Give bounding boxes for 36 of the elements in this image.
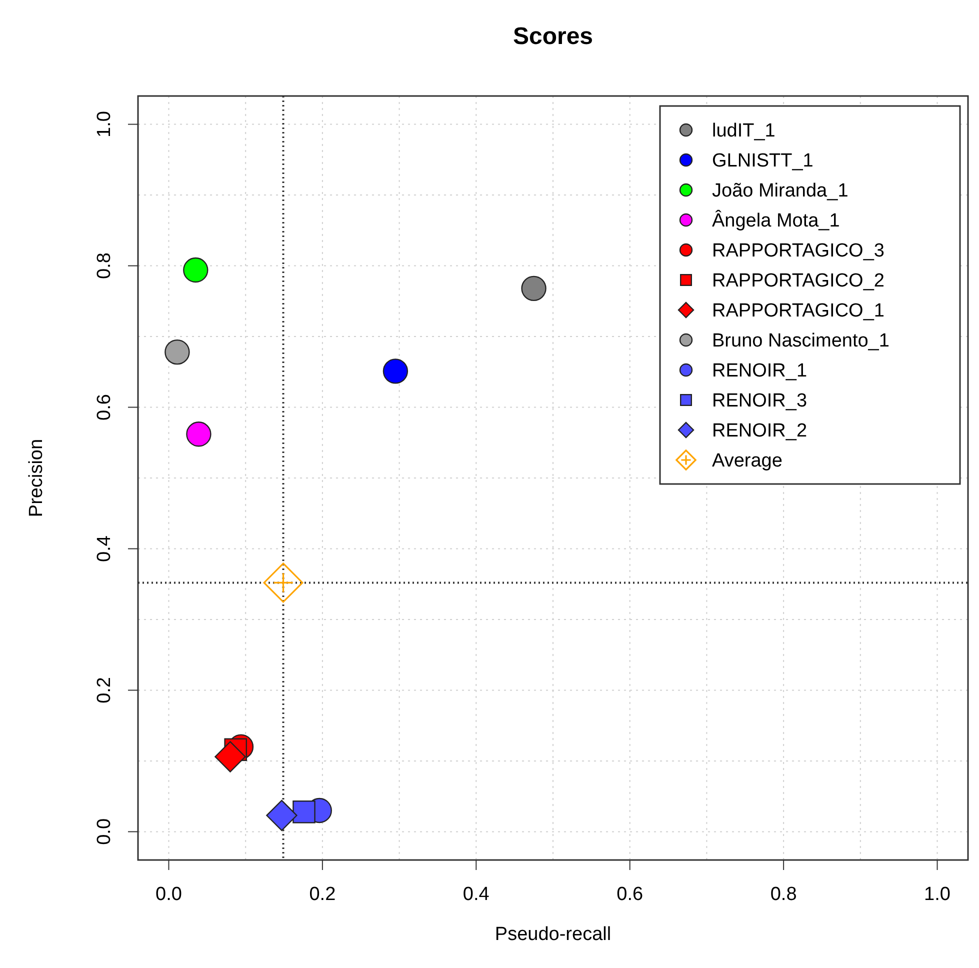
x-tick-label: 0.2	[309, 884, 336, 905]
point	[292, 800, 316, 824]
y-tick-label: 0.2	[94, 677, 115, 704]
legend-label: GLNISTT_1	[712, 150, 814, 172]
legend-label: Average	[712, 450, 782, 472]
legend-label: RENOIR_2	[712, 420, 808, 442]
legend-label: João Miranda_1	[712, 180, 848, 202]
x-tick-label: 0.4	[462, 884, 490, 905]
legend-label: RAPPORTAGICO_2	[712, 270, 884, 292]
chart-title: Scores	[512, 23, 594, 50]
x-tick-label: 0.0	[156, 884, 182, 905]
legend-label: RAPPORTAGICO_1	[712, 300, 884, 322]
legend-label: Ângela Mota_1	[712, 210, 840, 232]
point	[521, 276, 546, 302]
point	[164, 339, 190, 365]
legend-label: RENOIR_1	[712, 360, 808, 382]
legend-label: RAPPORTAGICO_3	[712, 240, 884, 262]
x-tick-label: 0.6	[616, 884, 644, 905]
y-tick-label: 0.6	[94, 394, 115, 420]
y-tick-label: 1.0	[94, 111, 115, 138]
y-axis-title: Precision	[26, 438, 47, 518]
legend-label: ludIT_1	[712, 120, 776, 142]
x-tick-label: 0.8	[770, 884, 797, 905]
y-tick-label: 0.4	[94, 535, 115, 562]
point	[214, 741, 246, 772]
legend-label: Bruno Nascimento_1	[712, 330, 890, 352]
y-tick-label: 0.8	[94, 252, 115, 279]
legend-label: RENOIR_3	[712, 390, 808, 412]
point	[263, 562, 304, 603]
point	[382, 358, 408, 384]
point	[183, 257, 208, 283]
x-axis-title: Pseudo-recall	[494, 924, 612, 945]
x-tick-label: 1.0	[924, 884, 950, 905]
point	[186, 422, 212, 447]
y-tick-label: 0.0	[94, 818, 115, 845]
point	[266, 800, 298, 832]
